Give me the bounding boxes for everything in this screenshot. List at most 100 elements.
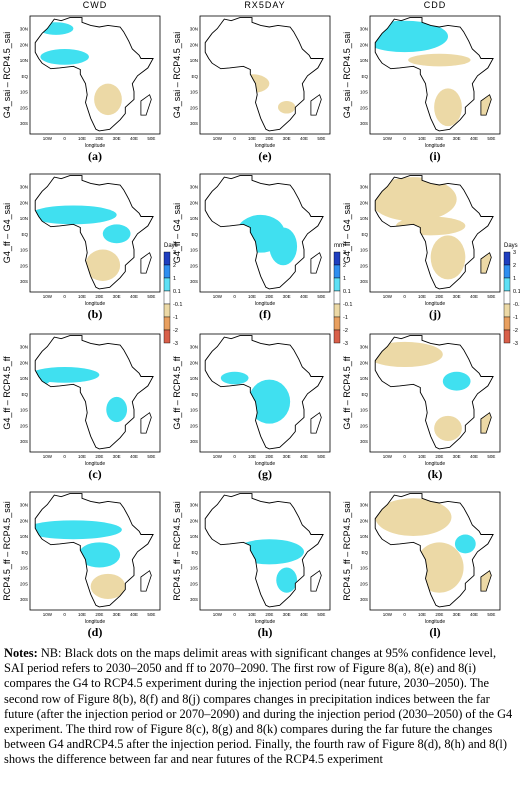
- panel-label: (l): [429, 625, 440, 639]
- y-tick-label: 20S: [190, 105, 198, 110]
- x-tick-label: 40E: [470, 612, 478, 617]
- panel-label: (b): [88, 307, 103, 321]
- y-tick-label: 30N: [20, 185, 28, 190]
- coastline: [34, 493, 154, 608]
- colorbar-segment: [503, 329, 511, 344]
- x-tick-label: 20E: [265, 454, 273, 459]
- shade-area: [375, 177, 457, 222]
- land: [35, 17, 154, 131]
- colorbar-tick-label: 0.1: [513, 289, 520, 295]
- land: [35, 175, 154, 289]
- shade-area: [248, 379, 291, 424]
- x-tick-label: 20E: [95, 612, 103, 617]
- y-tick-label: 10N: [360, 58, 368, 63]
- x-tick-label: 10W: [213, 612, 223, 617]
- coastline: [34, 17, 154, 132]
- coastline: [34, 175, 154, 290]
- colorbar-tick-label: -2: [173, 328, 178, 334]
- x-tick-label: 20E: [95, 294, 103, 299]
- y-tick-label: 30S: [190, 121, 198, 126]
- y-tick-label: 20N: [190, 360, 198, 365]
- colorbar-tick-label: 2: [173, 263, 176, 269]
- y-tick-label: 10S: [20, 566, 28, 571]
- x-tick-label: 30E: [113, 612, 121, 617]
- y-tick-label: 30N: [190, 185, 198, 190]
- x-tick-label: 50E: [147, 612, 155, 617]
- shade-area: [78, 542, 121, 568]
- x-tick-label: 10W: [43, 454, 53, 459]
- shade-area: [94, 83, 122, 116]
- y-tick-label: 30S: [20, 279, 28, 284]
- x-tick-label: 30E: [283, 136, 291, 141]
- x-axis-label: longitude: [425, 619, 446, 625]
- colorbar-tick-label: -3: [343, 341, 348, 347]
- shading: [375, 177, 466, 280]
- x-tick-label: 10E: [418, 294, 426, 299]
- x-tick-label: 40E: [470, 294, 478, 299]
- y-tick-label: 20N: [360, 518, 368, 523]
- y-tick-label: EQ: [361, 550, 368, 555]
- x-axis-label: longitude: [85, 143, 106, 149]
- column-title: RX5DAY: [244, 0, 285, 10]
- shading: [375, 498, 476, 593]
- x-axis-label: longitude: [255, 461, 276, 467]
- colorbar-segment: [503, 251, 511, 266]
- shading: [35, 205, 131, 281]
- y-tick-label: 30N: [20, 345, 28, 350]
- x-tick-label: 10E: [418, 612, 426, 617]
- x-tick-label: 40E: [130, 294, 138, 299]
- x-tick-label: 50E: [317, 294, 325, 299]
- y-tick-label: 20N: [360, 42, 368, 47]
- y-tick-label: 20N: [360, 360, 368, 365]
- x-tick-label: 30E: [113, 294, 121, 299]
- row-label: G4_ff – RCP4.5_ff: [172, 356, 182, 430]
- colorbar-segment: [333, 290, 341, 305]
- row-label: RCP4.5_ff – RCP4.5_sai: [2, 501, 12, 600]
- shade-area: [40, 49, 89, 65]
- shade-area: [375, 498, 452, 537]
- shade-area: [454, 534, 476, 554]
- shade-area: [276, 567, 298, 593]
- y-tick-label: 10S: [190, 408, 198, 413]
- shade-area: [90, 573, 126, 599]
- x-tick-label: 20E: [265, 612, 273, 617]
- shade-area: [220, 371, 249, 385]
- shading: [35, 520, 126, 599]
- coastline: [204, 493, 324, 608]
- colorbar-tick-label: 0.1: [343, 289, 351, 295]
- y-tick-label: 20N: [20, 200, 28, 205]
- x-tick-label: 10W: [213, 136, 223, 141]
- row-label: RCP4.5_ff – RCP4.5_sai: [342, 501, 352, 600]
- x-axis-label: longitude: [85, 301, 106, 307]
- y-tick-label: EQ: [21, 74, 28, 79]
- y-tick-label: 10N: [20, 534, 28, 539]
- y-tick-label: 10N: [190, 216, 198, 221]
- shade-area: [408, 53, 471, 67]
- x-tick-label: 30E: [283, 454, 291, 459]
- x-tick-label: 10E: [248, 612, 256, 617]
- x-tick-label: 0: [233, 454, 236, 459]
- x-axis-label: longitude: [255, 143, 276, 149]
- x-tick-label: 10W: [383, 136, 393, 141]
- row-label: G4_ff – RCP4.5_ff: [342, 356, 352, 430]
- y-tick-label: EQ: [191, 232, 198, 237]
- x-tick-label: 40E: [300, 612, 308, 617]
- colorbar-tick-label: -0.1: [173, 302, 182, 308]
- y-tick-label: 20S: [360, 263, 368, 268]
- x-tick-label: 50E: [317, 136, 325, 141]
- madagascar: [480, 570, 492, 592]
- x-tick-label: 10E: [78, 612, 86, 617]
- y-tick-label: 20S: [20, 263, 28, 268]
- colorbar-tick-label: 1: [513, 276, 516, 282]
- coastline: [374, 335, 494, 450]
- colorbar-segment: [163, 290, 171, 305]
- x-tick-label: 20E: [95, 454, 103, 459]
- row-label: RCP4.5_ff – RCP4.5_sai: [172, 501, 182, 600]
- x-axis-label: longitude: [425, 301, 446, 307]
- x-tick-label: 30E: [113, 454, 121, 459]
- x-tick-label: 10E: [248, 294, 256, 299]
- panel-label: (c): [88, 467, 101, 481]
- y-tick-label: 10S: [20, 90, 28, 95]
- madagascar: [310, 412, 322, 434]
- shade-area: [35, 520, 122, 540]
